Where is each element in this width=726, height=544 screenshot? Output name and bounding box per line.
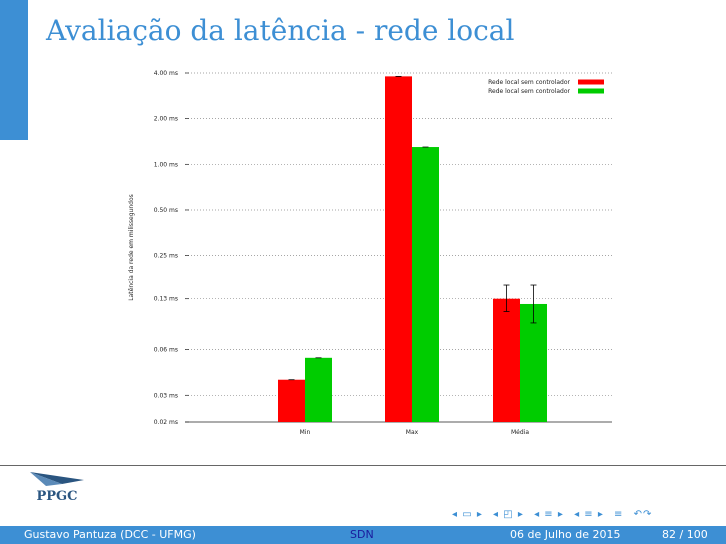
y-tick-label: 0.06 ms: [154, 347, 178, 354]
bar: [305, 357, 332, 422]
logo-text: PPGC: [37, 489, 78, 504]
y-tick-label: 0.25 ms: [154, 253, 178, 260]
ppgc-logo: PPGC: [30, 472, 84, 504]
y-tick-label: 4.00 ms: [154, 70, 178, 77]
nav-back-forward-icon[interactable]: ↶↷: [633, 509, 653, 520]
footer-topic: SDN: [350, 528, 374, 541]
nav-frame-icon[interactable]: ◂ ▭ ▸: [452, 509, 483, 520]
legend-swatch: [578, 88, 604, 94]
y-tick-label: 1.00 ms: [154, 161, 178, 168]
legend-label: Rede local sem controlador: [488, 79, 570, 86]
nav-part-icon[interactable]: ◂ ≡ ▸: [574, 509, 604, 520]
nav-toc-icon[interactable]: ≡: [614, 509, 624, 520]
footer-rule: [0, 465, 726, 466]
bar: [520, 303, 547, 422]
bar: [278, 379, 305, 422]
y-axis-label: Latência da rede em milissegundos: [128, 194, 135, 301]
footer-bar: Gustavo Pantuza (DCC - UFMG) SDN 06 de J…: [0, 526, 726, 544]
navigation-bar: ◂ ▭ ▸ ◂ ◰ ▸ ◂ ≡ ▸ ◂ ≡ ▸ ≡ ↶↷: [452, 509, 658, 520]
x-tick-label: Média: [511, 429, 529, 436]
footer-date: 06 de Julho de 2015: [510, 528, 621, 541]
nav-subsection-icon[interactable]: ◂ ◰ ▸: [493, 509, 524, 520]
x-tick-label: Max: [406, 429, 419, 436]
bar-chart: 0.02 ms 0.03 ms 0.06 ms 0.13 ms 0.25 ms 0.50 …: [128, 70, 612, 436]
bar: [385, 76, 412, 422]
y-tick-label: 0.50 ms: [154, 207, 178, 214]
legend-swatch: [578, 79, 604, 85]
y-tick-label: 0.02 ms: [154, 419, 178, 426]
y-tick-label: 2.00 ms: [154, 116, 178, 123]
slide-title: Avaliação da latência - rede local: [46, 14, 515, 47]
y-tick-label: 0.13 ms: [154, 296, 178, 303]
footer-page: 82 / 100: [662, 528, 708, 541]
bar: [493, 298, 520, 422]
x-tick-label: Min: [300, 429, 311, 436]
bar: [412, 147, 439, 422]
nav-section-icon[interactable]: ◂ ≡ ▸: [534, 509, 564, 520]
footer-author: Gustavo Pantuza (DCC - UFMG): [24, 528, 196, 541]
legend-label: Rede local sem controlador: [488, 88, 570, 95]
y-tick-label: 0.03 ms: [154, 392, 178, 399]
side-tab: [0, 0, 28, 140]
